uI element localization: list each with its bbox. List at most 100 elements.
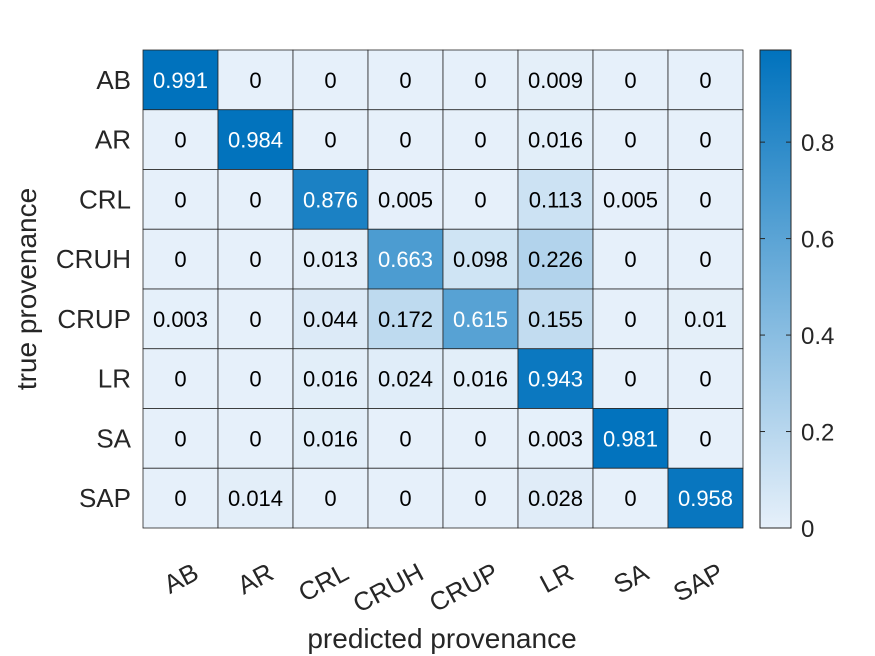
cell-value-label: 0 [249,367,261,392]
heatmap-cell [367,49,444,111]
y-tick-label: AB [96,65,131,95]
y-tick-labels: AB AR CRL CRUH CRUP LR SA SAP [56,65,132,513]
cell-value-label: 0 [399,426,411,451]
cell-value-label: 0.098 [453,247,508,272]
heatmap-cell [142,169,219,230]
heatmap-cell [367,109,444,170]
heatmap-cell [367,467,444,529]
cell-value-label: 0.009 [528,68,583,93]
cell-value-label: 0 [249,307,261,332]
heatmap-cell [592,228,669,290]
heatmap-cell [667,467,744,529]
cell-value-label: 0 [474,187,486,212]
x-tick-label: LR [535,557,578,599]
heatmap-cell [217,109,294,170]
cell-value-label: 0 [399,486,411,511]
cell-value-label: 0 [249,426,261,451]
cell-value-label: 0.016 [303,426,358,451]
heatmap-cell [292,348,369,409]
heatmap-cell [442,169,519,230]
cell-value-label: 0 [474,128,486,153]
cell-value-label: 0 [624,68,636,93]
cell-value-label: 0 [699,426,711,451]
heatmap-cell [517,348,594,409]
heatmap-cell [367,228,444,290]
cell-value-label: 0.172 [378,307,433,332]
cell-value-label: 0.016 [528,128,583,153]
cell-value-label: 0 [174,426,186,451]
heatmap-cell [667,109,744,170]
cell-value-label: 0.005 [378,187,433,212]
colorbar: 0 0.2 0.4 0.6 0.8 [759,49,834,543]
cell-value-label: 0.981 [603,426,658,451]
cell-value-label: 0 [174,486,186,511]
heatmap-cell [217,467,294,529]
cell-value-label: 0.876 [303,187,358,212]
cell-value-label: 0.016 [453,367,508,392]
y-tick-label: AR [95,125,131,155]
colorbar-tick-label: 0 [801,516,814,543]
cell-value-label: 0 [324,68,336,93]
cell-value-label: 0.028 [528,486,583,511]
cell-value-label: 0.943 [528,367,583,392]
heatmap-cell [667,348,744,409]
cell-value-label: 0.003 [528,426,583,451]
cell-value-label: 0.226 [528,247,583,272]
heatmap-cell [292,49,369,111]
heatmap-cell [217,169,294,230]
heatmap-cell [517,109,594,170]
cell-value-label: 0 [399,128,411,153]
x-tick-label: CRUP [424,557,503,618]
heatmap-cell [592,408,669,469]
heatmap-cell [217,348,294,409]
heatmap-cell [592,169,669,230]
heatmap-cells: 0.991 0 0 0 0 0.009 0 0 0 0.984 0 0 0 0.016 0 0 0 0 0.876 0… [142,49,744,529]
heatmap-cell [517,49,594,111]
y-tick-label: CRUH [56,244,131,274]
heatmap-cell [442,49,519,111]
heatmap-cell [367,288,444,350]
cell-value-label: 0 [249,247,261,272]
x-axis-label: predicted provenance [307,623,576,654]
cell-value-label: 0 [474,68,486,93]
cell-value-label: 0.016 [303,367,358,392]
heatmap-cell [592,288,669,350]
heatmap-cell [517,467,594,529]
cell-value-label: 0.113 [529,187,582,212]
heatmap-cell [292,467,369,529]
cell-value-label: 0.984 [228,128,283,153]
colorbar-tick-label: 0.8 [801,130,834,157]
cell-value-label: 0.013 [303,247,358,272]
x-tick-label: CRUH [348,557,428,619]
y-tick-label: CRL [79,184,131,214]
cell-value-label: 0.01 [684,307,727,332]
heatmap-cell [667,288,744,350]
cell-value-label: 0 [399,68,411,93]
cell-value-label: 0 [174,247,186,272]
cell-value-label: 0.024 [378,367,433,392]
heatmap-cell [592,348,669,409]
cell-value-label: 0.991 [153,68,208,93]
cell-value-label: 0.663 [378,247,433,272]
cell-value-label: 0 [624,307,636,332]
cell-value-label: 0 [474,486,486,511]
cell-value-label: 0 [174,187,186,212]
heatmap-cell [442,288,519,350]
cell-value-label: 0 [174,367,186,392]
heatmap-cell [292,228,369,290]
cell-value-label: 0 [699,187,711,212]
cell-value-label: 0 [324,486,336,511]
cell-value-label: 0 [249,187,261,212]
cell-value-label: 0 [624,128,636,153]
heatmap-cell [517,408,594,469]
heatmap-cell [142,408,219,469]
heatmap-cell [292,408,369,469]
cell-value-label: 0 [624,367,636,392]
cell-value-label: 0.958 [678,486,733,511]
heatmap-cell [517,288,594,350]
cell-value-label: 0 [624,247,636,272]
heatmap-cell [292,288,369,350]
heatmap-cell [142,49,219,111]
y-axis-label: true provenance [11,188,42,390]
